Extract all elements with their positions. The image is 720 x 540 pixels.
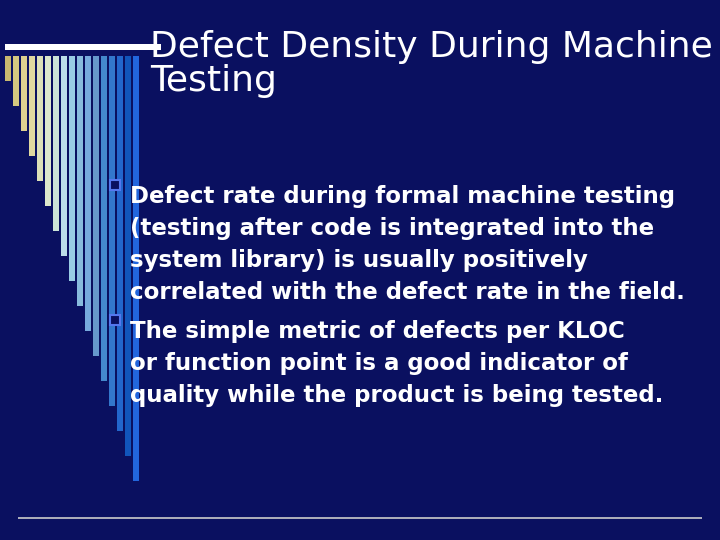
Bar: [125, 56, 131, 456]
Bar: [133, 56, 139, 481]
Bar: [29, 56, 35, 156]
Bar: [77, 56, 83, 306]
Bar: [45, 56, 51, 206]
Bar: [5, 44, 161, 50]
Text: system library) is usually positively: system library) is usually positively: [130, 249, 588, 272]
Bar: [69, 56, 75, 281]
Bar: [110, 315, 120, 325]
Text: Defect rate during formal machine testing: Defect rate during formal machine testin…: [130, 185, 675, 208]
Bar: [109, 56, 115, 406]
Bar: [53, 56, 59, 231]
Bar: [110, 180, 120, 190]
Text: The simple metric of defects per KLOC: The simple metric of defects per KLOC: [130, 320, 625, 343]
Bar: [5, 56, 11, 81]
Text: quality while the product is being tested.: quality while the product is being teste…: [130, 384, 663, 407]
Bar: [61, 56, 67, 256]
Text: correlated with the defect rate in the field.: correlated with the defect rate in the f…: [130, 281, 685, 304]
Text: Defect Density During Machine: Defect Density During Machine: [150, 30, 713, 64]
Bar: [13, 56, 19, 106]
Bar: [101, 56, 107, 381]
Bar: [21, 56, 27, 131]
Text: or function point is a good indicator of: or function point is a good indicator of: [130, 352, 628, 375]
Text: (testing after code is integrated into the: (testing after code is integrated into t…: [130, 217, 654, 240]
Bar: [85, 56, 91, 331]
Bar: [93, 56, 99, 356]
Text: Testing: Testing: [150, 64, 277, 98]
Bar: [37, 56, 43, 181]
Bar: [117, 56, 123, 431]
